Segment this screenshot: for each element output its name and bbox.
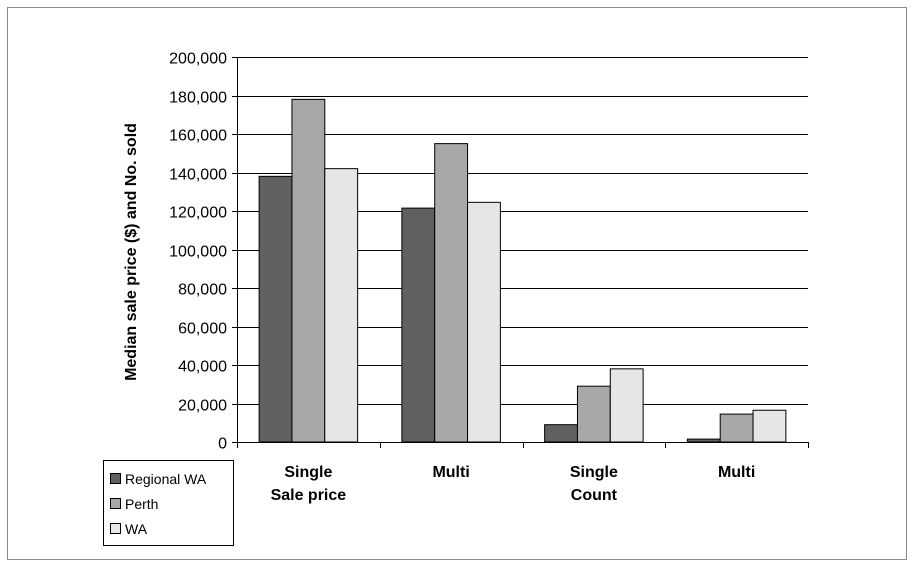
- legend-swatch: [110, 473, 121, 484]
- y-tick-labels: 0 20,000 40,000 60,000 80,000 100,000 120,000 1…: [169, 51, 227, 453]
- category-label: Single: [284, 464, 332, 481]
- y-tick-label: 80,000: [178, 282, 227, 299]
- bar-regional-wa: [544, 424, 578, 443]
- bars: [258, 98, 787, 443]
- bar-perth: [291, 98, 326, 443]
- y-tick-label: 40,000: [178, 359, 227, 376]
- bar-regional-wa: [686, 438, 721, 443]
- bar-wa: [467, 201, 501, 443]
- bar-wa: [752, 409, 787, 443]
- legend-label: Perth: [125, 495, 159, 512]
- legend-item: WA: [104, 516, 233, 541]
- y-axis-label: Median sale price ($) and No. sold: [123, 123, 140, 381]
- y-tick-label: 160,000: [169, 128, 227, 145]
- y-tick-label: 200,000: [169, 51, 227, 68]
- group-label: Count: [571, 487, 618, 504]
- legend: Regional WA Perth WA: [103, 460, 234, 546]
- group-label: Sale price: [271, 487, 347, 504]
- legend-item: Regional WA: [104, 466, 233, 491]
- legend-label: Regional WA: [125, 470, 207, 487]
- legend-swatch: [110, 523, 121, 534]
- bar-perth: [576, 385, 611, 443]
- y-tick-label: 20,000: [178, 398, 227, 415]
- bar-perth: [434, 143, 469, 443]
- bar-regional-wa: [401, 207, 436, 443]
- category-label: Single: [570, 464, 618, 481]
- legend-label: WA: [125, 520, 148, 537]
- y-tick-label: 0: [218, 436, 227, 453]
- category-label: Multi: [432, 464, 469, 481]
- legend-item: Perth: [104, 491, 233, 516]
- y-tick-label: 60,000: [178, 321, 227, 338]
- y-tick-label: 120,000: [169, 205, 227, 222]
- y-tick-label: 140,000: [169, 167, 227, 184]
- bar-wa: [609, 368, 644, 443]
- category-labels: Single Sale price Multi Single Count Multi: [271, 464, 756, 504]
- bar-regional-wa: [258, 175, 293, 443]
- y-tick-label: 100,000: [169, 244, 227, 261]
- category-label: Multi: [718, 464, 755, 481]
- y-tick-label: 180,000: [169, 90, 227, 107]
- bar-perth: [719, 413, 754, 443]
- legend-swatch: [110, 498, 121, 509]
- bar-wa: [324, 168, 359, 443]
